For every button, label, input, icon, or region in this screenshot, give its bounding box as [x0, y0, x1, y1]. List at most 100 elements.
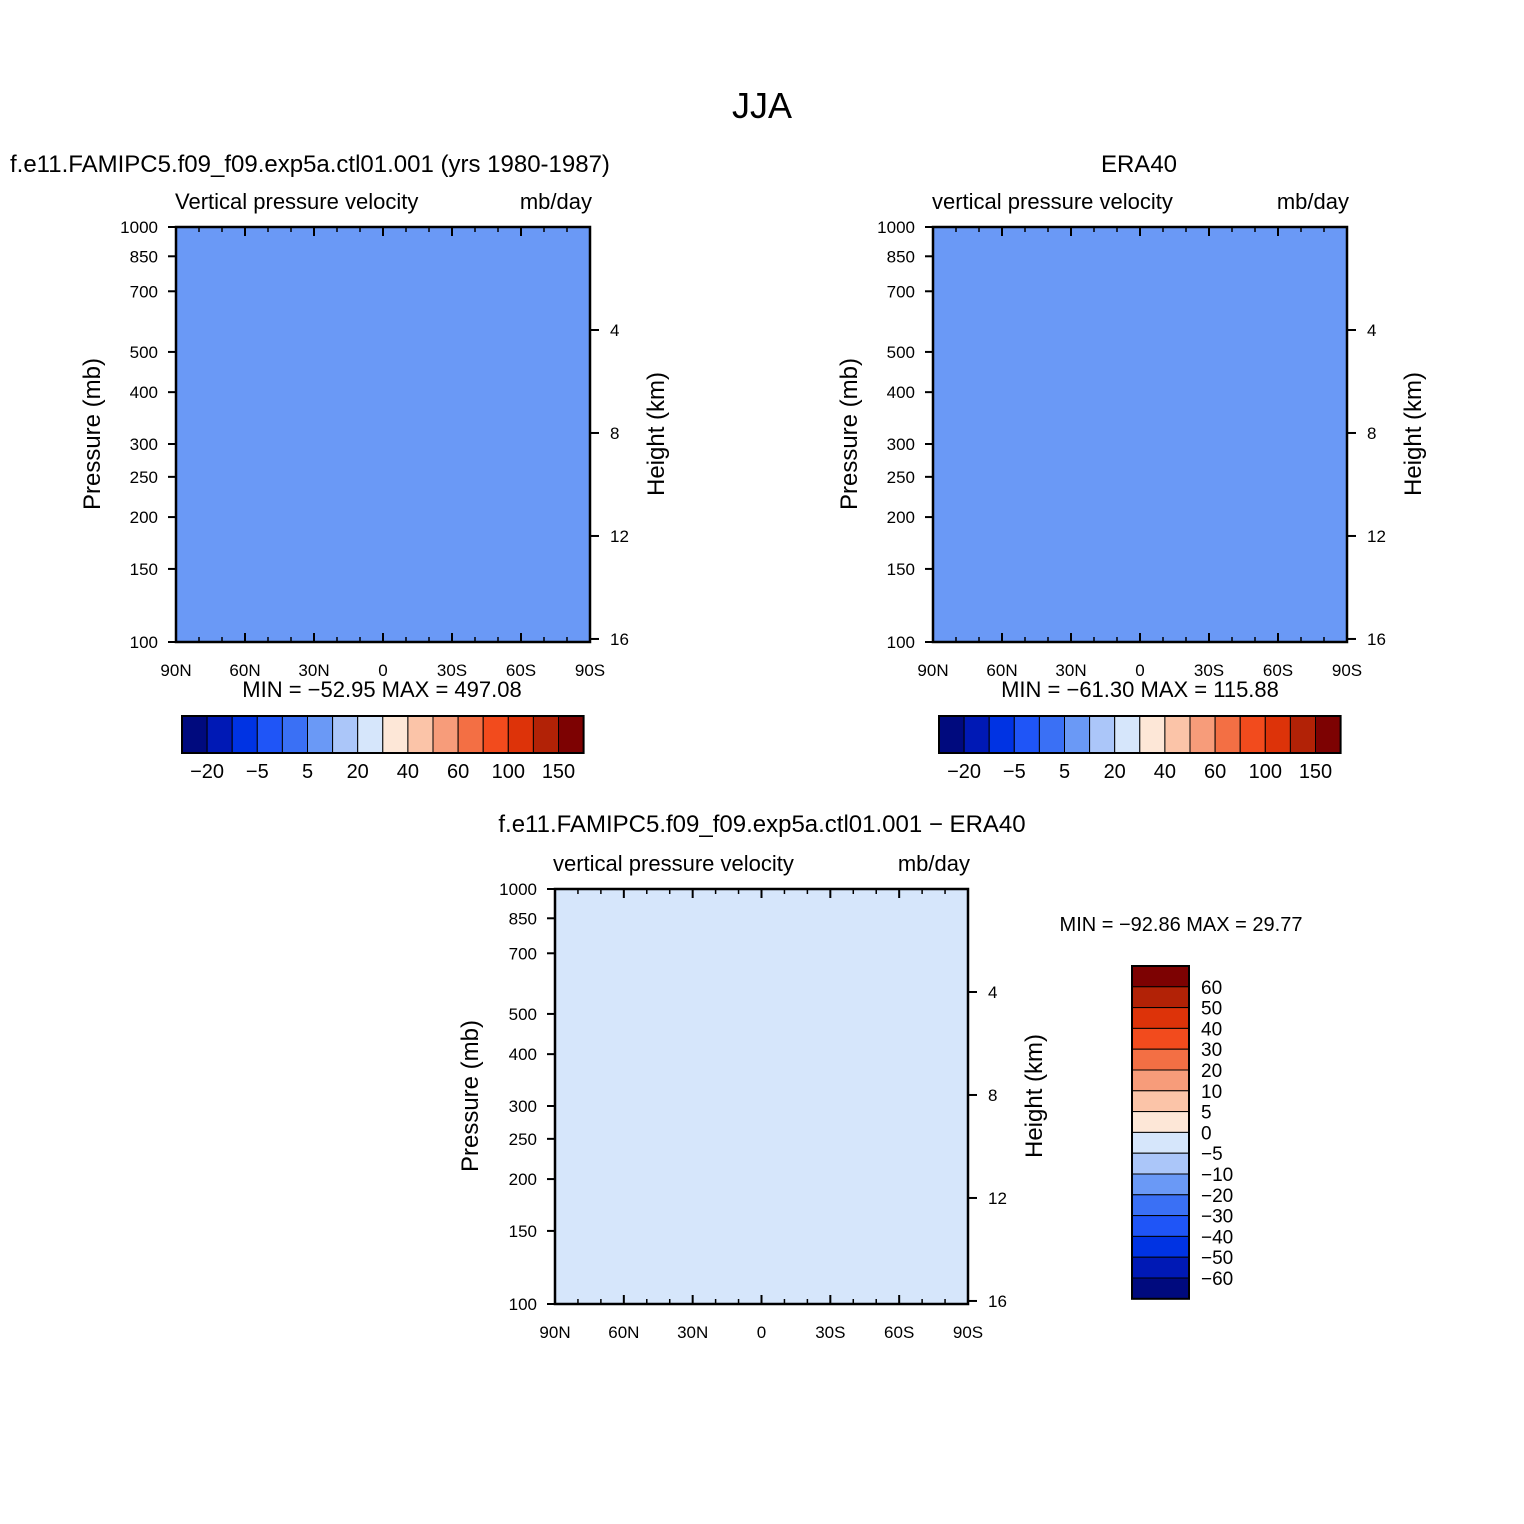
- colorbar-label: 100: [1249, 761, 1282, 783]
- colorbar-box: [1089, 715, 1116, 754]
- colorbar-label: 60: [1201, 978, 1222, 999]
- colorbar-label: 0: [1201, 1123, 1212, 1144]
- colorbar-label: 50: [1201, 999, 1222, 1020]
- colorbar-label: −20: [947, 761, 981, 783]
- x-tick-label: 90N: [160, 661, 191, 680]
- colorbar-label: 10: [1201, 1082, 1222, 1103]
- colorbar-label: −50: [1201, 1248, 1233, 1269]
- y-tick-label: 400: [130, 383, 158, 402]
- colorbar-box: [1131, 1131, 1190, 1154]
- colorbar-label: 40: [1154, 761, 1176, 783]
- colorbar-label: −20: [1201, 1186, 1233, 1207]
- panel-diff: f.e11.FAMIPC5.f09_f09.exp5a.ctl01.001 − …: [457, 811, 1302, 1342]
- y-tick-label: 1000: [120, 218, 158, 237]
- x-tick-label: 30S: [1194, 661, 1224, 680]
- y-tick-label: 300: [130, 435, 158, 454]
- colorbar-box: [1164, 715, 1191, 754]
- y-tick-label: 300: [509, 1097, 537, 1116]
- y2-tick-label: 12: [1367, 527, 1386, 546]
- colorbar-box: [558, 715, 585, 754]
- panel-obs-title: ERA40: [1101, 151, 1177, 178]
- panel-obs-subtitle-right: mb/day: [1277, 189, 1349, 214]
- panel-model-ylabel: Pressure (mb): [79, 358, 106, 510]
- colorbar-label: 100: [492, 761, 525, 783]
- panel-obs-plot: 90N 60N 30N 0 30S 60S 90S 100 150 200 250 300 400 500…: [877, 218, 1386, 680]
- x-tick-label: 60S: [506, 661, 536, 680]
- panel-model-y2label: Height (km): [643, 372, 670, 496]
- panel-1-field: [933, 227, 1347, 642]
- colorbar-label: 150: [542, 761, 575, 783]
- x-tick-label: 30N: [1055, 661, 1086, 680]
- panel-model-plot: 90N 60N 30N 0 30S 60S 90S 100 150 200 250 300 400 500…: [120, 218, 629, 680]
- colorbar-box: [382, 715, 409, 754]
- y-tick-label: 250: [130, 468, 158, 487]
- y-tick-label: 1000: [499, 880, 537, 899]
- y-tick-label: 200: [509, 1170, 537, 1189]
- panel-obs-subtitle-left: vertical pressure velocity: [932, 189, 1173, 214]
- colorbar-label: 60: [447, 761, 469, 783]
- colorbar-box: [963, 715, 990, 754]
- colorbar-box: [938, 715, 965, 754]
- y-tick-label: 300: [887, 435, 915, 454]
- y-tick-label: 850: [887, 247, 915, 266]
- y-tick-label: 1000: [877, 218, 915, 237]
- colorbar-box: [432, 715, 459, 754]
- panel-diff-stats: MIN = −92.86 MAX = 29.77: [1060, 914, 1303, 936]
- colorbar-box: [281, 715, 308, 754]
- colorbar-box: [1131, 1111, 1190, 1133]
- colorbar-box: [407, 715, 434, 754]
- colorbar-label: −5: [246, 761, 269, 783]
- y2-tick-label: 8: [988, 1086, 997, 1105]
- colorbar-box: [1131, 1007, 1190, 1029]
- panel-model-subtitle-left: Vertical pressure velocity: [175, 189, 418, 214]
- colorbar-box: [1131, 1027, 1190, 1050]
- panel-diff-title: f.e11.FAMIPC5.f09_f09.exp5a.ctl01.001 − …: [498, 811, 1025, 838]
- y2-tick-label: 4: [1367, 321, 1376, 340]
- colorbar-box: [1114, 715, 1141, 754]
- x-tick-label: 60S: [1263, 661, 1293, 680]
- panel-model-title: f.e11.FAMIPC5.f09_f09.exp5a.ctl01.001 (y…: [10, 151, 610, 178]
- colorbar-label: 40: [1201, 1019, 1222, 1040]
- y2-tick-label: 8: [1367, 424, 1376, 443]
- y-tick-label: 200: [887, 508, 915, 527]
- colorbar-box: [532, 715, 560, 754]
- colorbar-label: 60: [1204, 761, 1226, 783]
- x-tick-label: 90N: [539, 1323, 570, 1342]
- y2-tick-label: 12: [988, 1189, 1007, 1208]
- y2-tick-label: 16: [988, 1292, 1007, 1311]
- colorbar-box: [1289, 715, 1317, 754]
- panel-diff-ylabel: Pressure (mb): [457, 1020, 484, 1172]
- panel-diff-y2label: Height (km): [1021, 1034, 1048, 1158]
- x-tick-label: 90N: [917, 661, 948, 680]
- colorbar-box: [1013, 715, 1040, 754]
- panel-model-subtitle-right: mb/day: [520, 189, 592, 214]
- panel-0-field: [176, 227, 590, 642]
- colorbar-box: [307, 715, 334, 754]
- y-tick-label: 100: [509, 1295, 537, 1314]
- x-tick-label: 0: [757, 1323, 766, 1342]
- colorbar-frame: [1131, 965, 1190, 1300]
- y-tick-label: 250: [887, 468, 915, 487]
- y-tick-label: 150: [130, 560, 158, 579]
- x-tick-label: 30S: [437, 661, 467, 680]
- colorbar-label: −30: [1201, 1207, 1233, 1228]
- colorbar-label: −10: [1201, 1165, 1233, 1186]
- x-tick-label: 60N: [229, 661, 260, 680]
- colorbar-box: [1315, 715, 1342, 754]
- y-tick-label: 150: [509, 1222, 537, 1241]
- colorbar-box: [1131, 1152, 1190, 1175]
- y-tick-label: 500: [130, 343, 158, 362]
- colorbar-frame: [938, 715, 1342, 754]
- y-tick-label: 500: [887, 343, 915, 362]
- colorbar-label: 30: [1201, 1040, 1222, 1061]
- panel-diff-subtitle-left: vertical pressure velocity: [553, 851, 794, 876]
- colorbar-box: [1264, 715, 1291, 754]
- x-tick-label: 60N: [608, 1323, 639, 1342]
- colorbar-box: [1131, 965, 1190, 988]
- colorbar-label: −5: [1003, 761, 1026, 783]
- y-tick-label: 250: [509, 1130, 537, 1149]
- colorbar-label: 20: [1201, 1061, 1222, 1082]
- colorbar-box: [1139, 715, 1166, 754]
- colorbar-label: 150: [1299, 761, 1332, 783]
